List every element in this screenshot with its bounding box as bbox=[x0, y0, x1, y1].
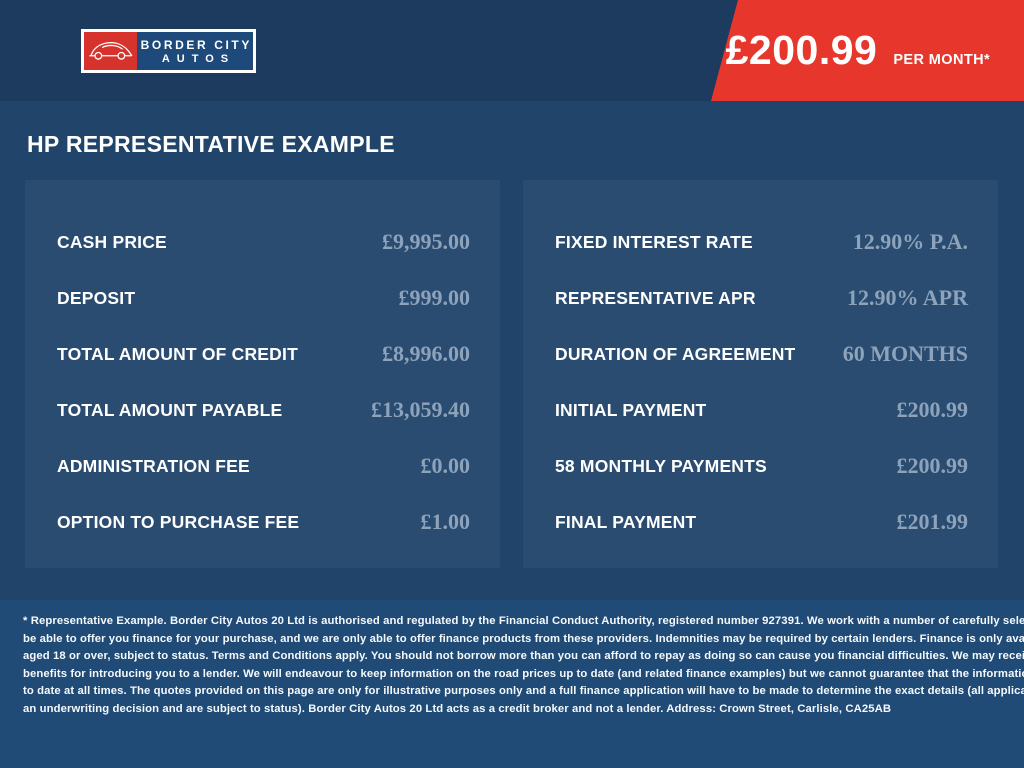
page-title: HP REPRESENTATIVE EXAMPLE bbox=[27, 131, 395, 157]
legal-text-line: to date at all times. The quotes provide… bbox=[23, 685, 1024, 698]
row-label: TOTAL AMOUNT OF CREDIT bbox=[57, 343, 298, 364]
monthly-price-period: PER MONTH* bbox=[893, 52, 990, 68]
finance-row-deposit: DEPOSIT £999.00 bbox=[57, 270, 470, 326]
header-bar: BORDER CITY AUTOS £200.99 PER MONTH* bbox=[0, 0, 1024, 101]
legal-text-line: benefits for introducing you to a lender… bbox=[23, 667, 1024, 680]
row-value: £999.00 bbox=[398, 285, 471, 310]
row-label: OPTION TO PURCHASE FEE bbox=[57, 511, 300, 532]
row-value: £200.99 bbox=[896, 453, 969, 478]
finance-row-option-to-purchase-fee: OPTION TO PURCHASE FEE £1.00 bbox=[57, 494, 470, 550]
finance-panel-right: FIXED INTEREST RATE 12.90% P.A. REPRESEN… bbox=[523, 180, 998, 568]
finance-row-final-payment: FINAL PAYMENT £201.99 bbox=[555, 494, 968, 550]
row-value: £8,996.00 bbox=[382, 341, 470, 366]
row-label: FIXED INTEREST RATE bbox=[555, 231, 753, 252]
row-label: ADMINISTRATION FEE bbox=[57, 455, 250, 476]
row-label: TOTAL AMOUNT PAYABLE bbox=[57, 399, 283, 420]
legal-text-line: an underwriting decision and are subject… bbox=[23, 702, 892, 715]
finance-row-initial-payment: INITIAL PAYMENT £200.99 bbox=[555, 382, 968, 438]
finance-row-representative-apr: REPRESENTATIVE APR 12.90% APR bbox=[555, 270, 968, 326]
row-label: 58 MONTHLY PAYMENTS bbox=[555, 455, 767, 476]
row-label: INITIAL PAYMENT bbox=[555, 399, 707, 420]
row-value: £9,995.00 bbox=[382, 229, 470, 254]
finance-row-total-payable: TOTAL AMOUNT PAYABLE £13,059.40 bbox=[57, 382, 470, 438]
legal-footer: * Representative Example. Border City Au… bbox=[0, 600, 1024, 768]
legal-text-line: be able to offer you finance for your pu… bbox=[23, 632, 1024, 645]
monthly-price-amount: £200.99 bbox=[725, 27, 878, 73]
row-value: £13,059.40 bbox=[371, 397, 470, 422]
finance-row-duration: DURATION OF AGREEMENT 60 MONTHS bbox=[555, 326, 968, 382]
row-label: DEPOSIT bbox=[57, 287, 136, 308]
row-label: DURATION OF AGREEMENT bbox=[555, 343, 796, 364]
logo-line-2: AUTOS bbox=[161, 52, 236, 65]
logo-wordmark: BORDER CITY AUTOS bbox=[137, 32, 253, 70]
monthly-price-banner: £200.99 PER MONTH* bbox=[711, 0, 1024, 101]
row-value: 60 MONTHS bbox=[842, 341, 968, 366]
row-value: £201.99 bbox=[896, 509, 969, 534]
legal-text-line: aged 18 or over, subject to status. Term… bbox=[23, 650, 1024, 663]
finance-row-admin-fee: ADMINISTRATION FEE £0.00 bbox=[57, 438, 470, 494]
dealer-logo: BORDER CITY AUTOS bbox=[81, 29, 256, 73]
row-value: 12.90% APR bbox=[847, 285, 968, 310]
finance-panels: CASH PRICE £9,995.00 DEPOSIT £999.00 TOT… bbox=[25, 180, 999, 568]
row-value: £0.00 bbox=[420, 453, 471, 478]
logo-car-icon-box bbox=[84, 32, 137, 70]
logo-line-1: BORDER CITY bbox=[140, 37, 252, 52]
row-label: CASH PRICE bbox=[57, 231, 167, 252]
finance-row-fixed-interest-rate: FIXED INTEREST RATE 12.90% P.A. bbox=[555, 214, 968, 270]
finance-row-monthly-payments: 58 MONTHLY PAYMENTS £200.99 bbox=[555, 438, 968, 494]
row-value: £1.00 bbox=[420, 509, 471, 534]
row-label: FINAL PAYMENT bbox=[555, 511, 697, 532]
car-icon bbox=[88, 34, 134, 68]
finance-row-total-credit: TOTAL AMOUNT OF CREDIT £8,996.00 bbox=[57, 326, 470, 382]
row-label: REPRESENTATIVE APR bbox=[555, 287, 756, 308]
legal-text-line: * Representative Example. Border City Au… bbox=[23, 615, 1024, 627]
finance-row-cash-price: CASH PRICE £9,995.00 bbox=[57, 214, 470, 270]
row-value: 12.90% P.A. bbox=[852, 229, 968, 254]
finance-panel-left: CASH PRICE £9,995.00 DEPOSIT £999.00 TOT… bbox=[25, 180, 500, 568]
row-value: £200.99 bbox=[896, 397, 969, 422]
